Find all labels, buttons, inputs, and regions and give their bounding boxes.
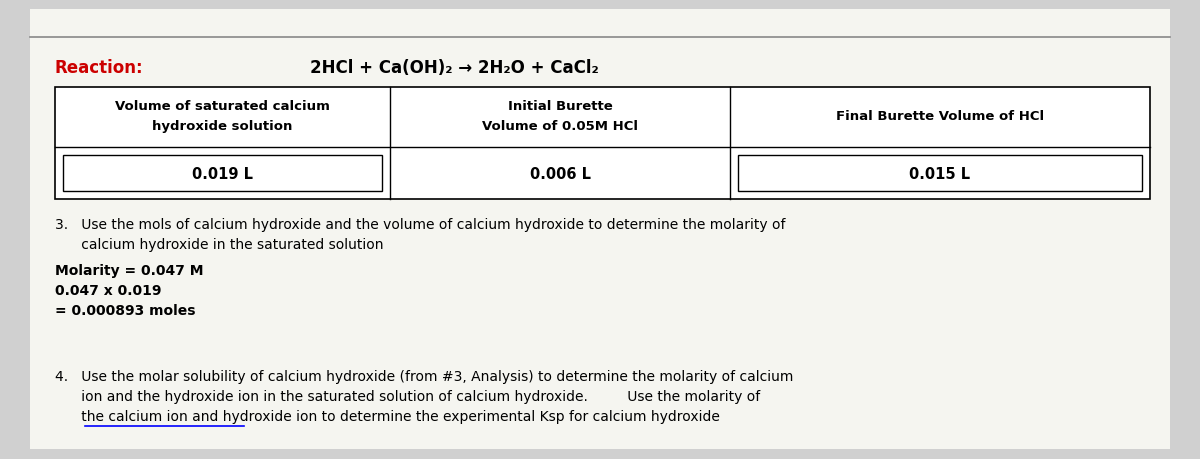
FancyBboxPatch shape [30,10,1170,449]
Text: Molarity = 0.047 M: Molarity = 0.047 M [55,263,204,277]
Text: 0.015 L: 0.015 L [910,166,971,181]
Text: = 0.000893 moles: = 0.000893 moles [55,303,196,317]
Text: Final Burette Volume of HCl: Final Burette Volume of HCl [836,109,1044,122]
Text: calcium hydroxide in the saturated solution: calcium hydroxide in the saturated solut… [55,237,384,252]
Text: 0.019 L: 0.019 L [192,166,253,181]
Text: the calcium ion and hydroxide ion to determine the experimental Ksp for calcium : the calcium ion and hydroxide ion to det… [55,409,720,423]
Text: Initial Burette: Initial Burette [508,99,612,112]
Bar [64,156,382,191]
Text: Reaction:: Reaction: [55,59,144,77]
Text: 0.047 x 0.019: 0.047 x 0.019 [55,283,162,297]
Text: hydroxide solution: hydroxide solution [152,119,293,132]
Bar [55,88,1150,200]
Text: 3.   Use the mols of calcium hydroxide and the volume of calcium hydroxide to de: 3. Use the mols of calcium hydroxide and… [55,218,786,231]
Bar [738,156,1142,191]
Text: Volume of saturated calcium: Volume of saturated calcium [115,99,330,112]
Text: 0.006 L: 0.006 L [529,166,590,181]
Text: 2HCl + Ca(OH)₂ → 2H₂O + CaCl₂: 2HCl + Ca(OH)₂ → 2H₂O + CaCl₂ [310,59,599,77]
Text: 4.   Use the molar solubility of calcium hydroxide (from #3, Analysis) to determ: 4. Use the molar solubility of calcium h… [55,369,793,383]
Text: Volume of 0.05M HCl: Volume of 0.05M HCl [482,119,638,132]
Text: ion and the hydroxide ion in the saturated solution of calcium hydroxide.       : ion and the hydroxide ion in the saturat… [55,389,761,403]
